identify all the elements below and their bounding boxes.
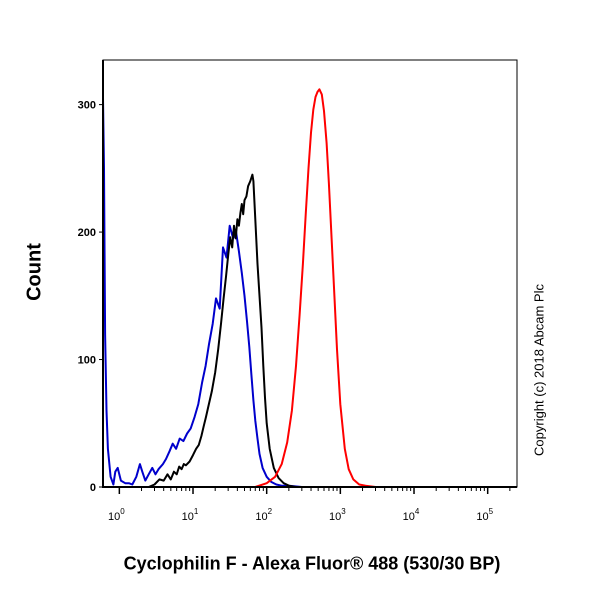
y-tick-label: 100: [78, 355, 96, 367]
series-line-2: [148, 173, 517, 488]
x-tick-label: 105: [476, 507, 493, 523]
x-tick-label: 104: [403, 507, 420, 523]
y-axis-label: Count: [23, 243, 46, 301]
x-axis-label: Cyclophilin F - Alexa Fluor® 488 (530/30…: [123, 553, 501, 574]
y-tick-label: 0: [90, 482, 96, 494]
x-tick-label: 101: [182, 507, 199, 523]
x-tick-label: 102: [255, 507, 272, 523]
y-ticks: 0 100 200 300: [78, 100, 103, 494]
x-tick-label: 103: [329, 507, 346, 523]
copyright-notice: Copyright (c) 2018 Abcam Plc: [531, 284, 547, 456]
y-tick-label: 300: [78, 100, 96, 112]
x-tick-label: 100: [108, 507, 125, 523]
series-line-3: [103, 88, 517, 488]
series-layer: [102, 88, 517, 488]
plot-frame: [102, 59, 518, 488]
series-line-1: [102, 98, 517, 488]
x-ticks: 100 101 102 103 104 105: [108, 487, 511, 523]
y-tick-label: 200: [78, 227, 96, 239]
